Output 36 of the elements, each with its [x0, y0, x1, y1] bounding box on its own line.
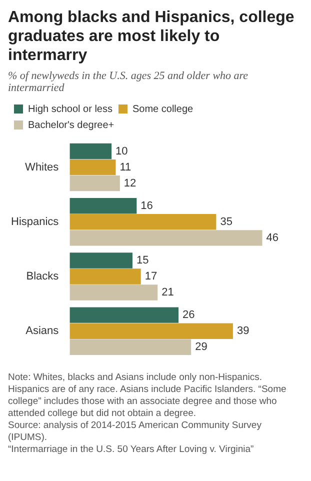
chart-title: Among blacks and Hispanics, college graduates are most likely to intermarry [8, 8, 296, 65]
y-tick-label: Asians [26, 325, 60, 338]
y-tick-label: Hispanics [10, 216, 60, 228]
text: “Intermarriage in the U.S. 50 Years After Loving v. Virginia” [8, 444, 255, 456]
bar [70, 198, 137, 214]
bar [70, 307, 179, 323]
data-label: 10 [116, 145, 128, 158]
data-label: 16 [140, 200, 153, 212]
source-note: Source: analysis of 2014-2015 American Community Survey (IPUMS). [8, 420, 262, 444]
data-label: 46 [266, 232, 279, 244]
data-label: 11 [120, 161, 132, 174]
bar [70, 323, 233, 339]
bar [70, 284, 158, 300]
bar [70, 252, 132, 268]
data-label: 12 [124, 177, 136, 190]
data-label: 29 [195, 341, 208, 354]
data-label: 26 [182, 309, 195, 322]
bar [70, 214, 216, 230]
bar [70, 159, 116, 176]
data-label: 15 [136, 254, 149, 267]
chart-subtitle: % of newlyweds in the U.S. ages 25 and older who are intermarried [8, 70, 250, 94]
y-tick-label: Blacks [26, 270, 60, 283]
bar [70, 339, 192, 355]
data-label: 21 [162, 286, 174, 299]
legend-label: Some college [132, 104, 194, 115]
legend-label: Bachelor's degree+ [28, 120, 114, 131]
data-label: 17 [144, 270, 158, 283]
bar [70, 175, 120, 192]
y-tick-label: Whites [25, 161, 60, 174]
text: Note: Whites, blacks and Asians include only non-Hispanics. Hispanics are of any race. Asians include Pacific Islanders. “Some college” includes those with an associate degree and those who attended college but did not obtain a degree. [8, 372, 288, 420]
bar [70, 268, 141, 284]
data-label: 35 [220, 216, 232, 228]
bar [70, 143, 112, 160]
bar [70, 230, 262, 246]
legend-label: High school or less [28, 104, 112, 115]
data-label: 39 [236, 325, 250, 338]
